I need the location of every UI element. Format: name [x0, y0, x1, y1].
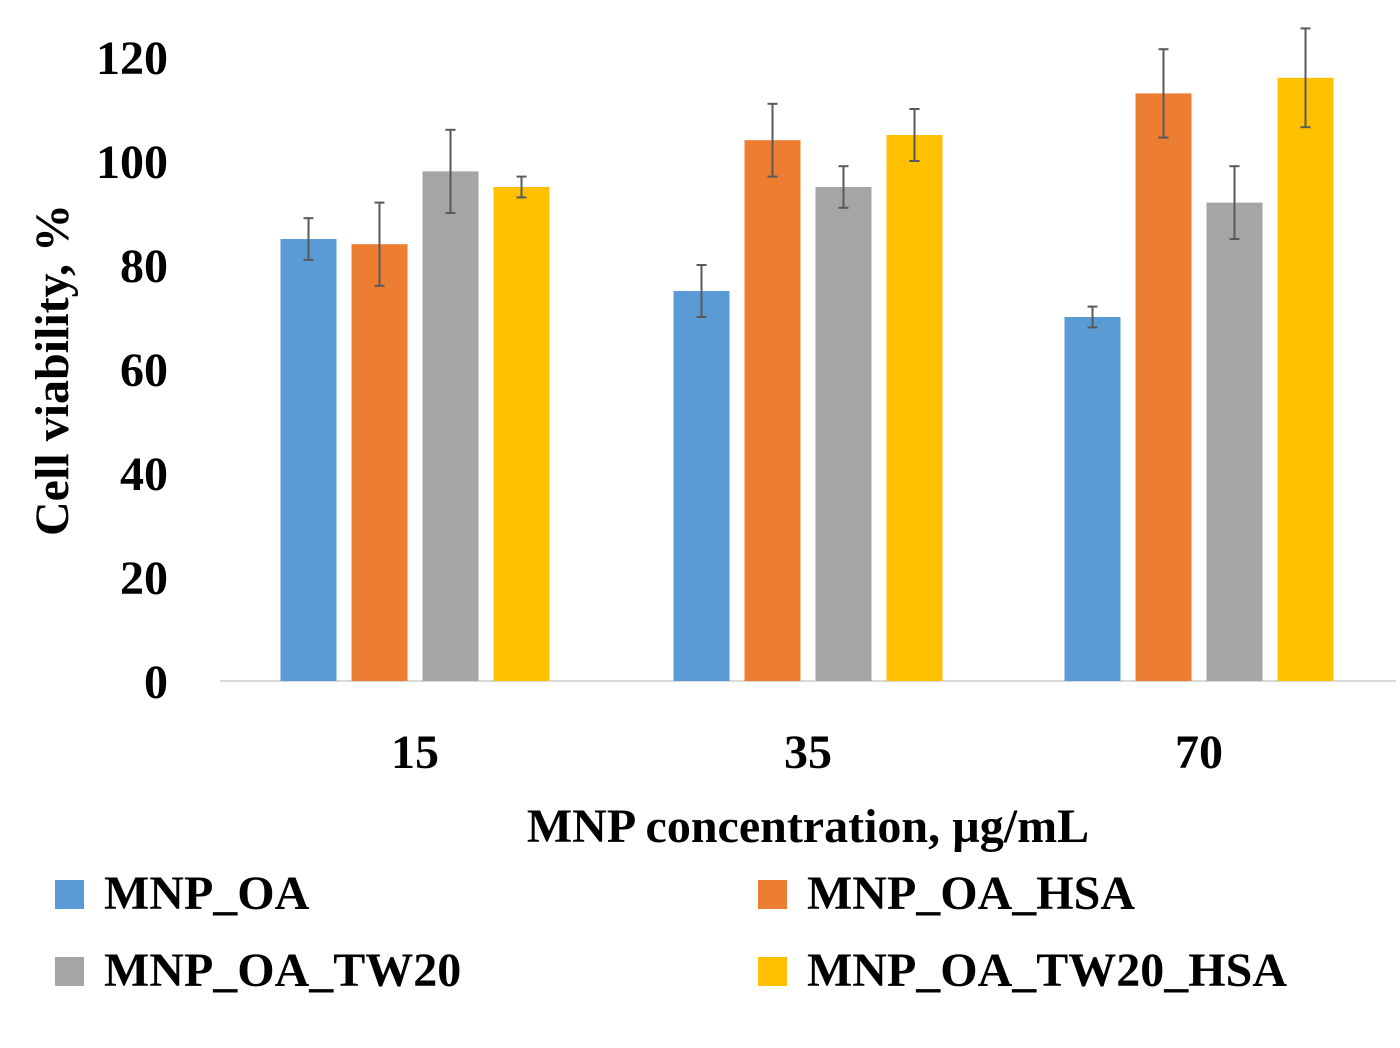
error-bar	[767, 102, 778, 178]
bar	[886, 135, 943, 681]
bar	[1064, 317, 1121, 681]
x-tick-label: 70	[1175, 726, 1223, 779]
y-tick-label: 40	[120, 448, 168, 501]
bar	[1277, 77, 1334, 682]
bar	[280, 239, 337, 681]
legend-item: MNP_OA_TW20_HSA	[758, 944, 1287, 997]
error-bars	[303, 27, 1311, 329]
legend-item: MNP_OA_HSA	[758, 867, 1135, 920]
error-bar	[445, 128, 456, 214]
bar	[493, 187, 550, 681]
bars	[280, 77, 1334, 682]
bar	[1206, 202, 1263, 681]
error-bar	[1158, 48, 1169, 139]
legend-label: MNP_OA_HSA	[807, 867, 1135, 920]
error-bar	[374, 201, 385, 287]
y-tick-label: 0	[144, 656, 168, 709]
x-axis-ticks: 15 35 70	[391, 726, 1223, 779]
error-bar	[838, 165, 849, 209]
bar	[422, 171, 479, 681]
y-tick-label: 80	[120, 240, 168, 293]
legend-item: MNP_OA_TW20	[55, 944, 461, 997]
x-tick-label: 35	[784, 726, 832, 779]
bar	[744, 140, 801, 681]
y-tick-label: 60	[120, 344, 168, 397]
error-bar	[1229, 165, 1240, 240]
bar	[815, 187, 872, 681]
bar	[1135, 93, 1192, 681]
legend-swatch	[55, 880, 84, 909]
error-bar	[1087, 305, 1098, 329]
error-bar	[516, 175, 527, 199]
x-tick-label: 15	[391, 726, 439, 779]
error-bar	[696, 264, 707, 318]
error-bar	[303, 217, 314, 261]
legend-swatch	[758, 957, 787, 986]
bar	[351, 244, 408, 681]
x-axis-title: MNP concentration, µg/mL	[527, 800, 1089, 853]
y-tick-label: 100	[96, 136, 168, 189]
bar	[673, 291, 730, 681]
legend-label: MNP_OA	[104, 867, 310, 920]
legend-swatch	[758, 880, 787, 909]
error-bar	[1300, 27, 1311, 129]
error-bar	[909, 108, 920, 162]
legend-item: MNP_OA	[55, 867, 310, 920]
legend-swatch	[55, 957, 84, 986]
y-tick-label: 20	[120, 552, 168, 605]
y-tick-label: 120	[96, 32, 168, 85]
y-axis-ticks: 0 20 40 60 80 100 120	[96, 32, 168, 709]
legend-label: MNP_OA_TW20_HSA	[807, 944, 1287, 997]
y-axis-title: Cell viability, %	[26, 204, 79, 536]
legend-label: MNP_OA_TW20	[104, 944, 461, 997]
legend: MNP_OA MNP_OA_HSA MNP_OA_TW20 MNP_OA_TW20_H…	[55, 867, 1287, 997]
